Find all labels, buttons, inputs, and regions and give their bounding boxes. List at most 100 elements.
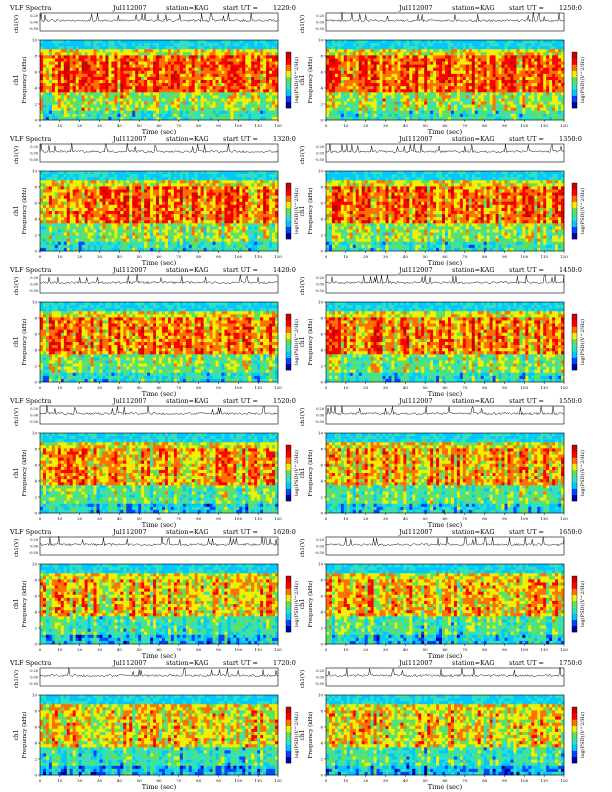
trace-line — [40, 536, 279, 547]
time-tick-label: 10 — [57, 778, 63, 783]
freq-tick-label: 2 — [34, 626, 37, 631]
time-axis-label: Time (sec) — [142, 521, 177, 529]
time-tick-label: 50 — [137, 123, 143, 128]
panel-start-label: start UT = — [223, 397, 258, 405]
trace-frame — [39, 274, 279, 294]
freq-tick-label: 4 — [34, 610, 37, 615]
time-tick-label: 10 — [343, 516, 349, 521]
time-tick-label: 90 — [502, 778, 508, 783]
colorbar-label: log(PSD)(V^2/Hz) — [293, 450, 300, 496]
trace-frame — [325, 667, 565, 687]
trace-axis-label: ch1(V) — [13, 277, 20, 295]
time-axis-label: Time (sec) — [428, 783, 463, 791]
trace-tick-label: 0.00 — [316, 152, 324, 156]
time-tick-label: 70 — [176, 516, 182, 521]
freq-tick-label: 4 — [34, 348, 37, 353]
freq-tick-label: 10 — [318, 169, 324, 174]
spectrogram-panel-5: Jul112007 station=KAG start UT = 1450:0 ch1(… — [299, 266, 586, 398]
freq-tick-label: 4 — [320, 479, 323, 484]
panel-date: Jul112007 — [398, 4, 433, 12]
spec-channel-label: ch1 — [299, 467, 306, 478]
time-tick-label: 30 — [383, 516, 389, 521]
colorbar — [285, 51, 292, 109]
panel-date: Jul112007 — [398, 135, 433, 143]
spec-freq-label: Frequency (kHz) — [307, 450, 314, 497]
panel-date: Jul112007 — [112, 135, 147, 143]
time-tick-label: 0 — [325, 385, 328, 390]
colorbar — [285, 575, 292, 633]
panel-start-label: start UT = — [509, 4, 544, 12]
time-tick-label: 10 — [343, 385, 349, 390]
time-tick-label: 80 — [196, 385, 202, 390]
panel-station: station=KAG — [452, 397, 495, 405]
spec-channel-label: ch1 — [299, 205, 306, 216]
time-tick-label: 40 — [117, 254, 123, 259]
time-tick-label: 60 — [156, 778, 162, 783]
panel-date: Jul112007 — [112, 4, 147, 12]
time-tick-label: 60 — [442, 385, 448, 390]
colorbar-label: log(PSD)(V^2/Hz) — [293, 581, 300, 627]
trace-line — [325, 143, 565, 154]
time-tick-label: 120 — [274, 123, 282, 128]
time-tick-label: 100 — [235, 778, 243, 783]
freq-tick-label: 0 — [320, 249, 323, 254]
freq-tick-label: 2 — [34, 102, 37, 107]
spec-channel-label: ch1 — [299, 729, 306, 740]
time-tick-label: 70 — [462, 254, 468, 259]
freq-tick-label: 2 — [320, 102, 323, 107]
freq-tick-label: 6 — [320, 725, 323, 730]
freq-tick-label: 4 — [320, 348, 323, 353]
freq-tick-label: 2 — [320, 495, 323, 500]
panel-start-ut: 1450:0 — [559, 266, 582, 274]
trace-tick-label: 0.20 — [316, 407, 324, 411]
panel-title: VLF Spectra — [9, 397, 51, 405]
time-tick-label: 50 — [137, 778, 143, 783]
time-tick-label: 100 — [521, 254, 529, 259]
time-tick-label: 120 — [560, 516, 568, 521]
time-tick-label: 110 — [540, 778, 548, 783]
time-tick-label: 90 — [216, 123, 222, 128]
trace-frame — [39, 12, 279, 32]
spectrogram-panel-8: VLF Spectra Jul112007 station=KAG start UT … — [9, 528, 300, 660]
time-tick-label: 30 — [97, 516, 103, 521]
time-tick-label: 110 — [254, 647, 262, 652]
colorbar — [571, 313, 578, 371]
time-tick-label: 50 — [423, 778, 429, 783]
time-tick-label: 10 — [57, 516, 63, 521]
time-tick-label: 120 — [274, 516, 282, 521]
time-tick-label: 0 — [325, 647, 328, 652]
time-tick-label: 60 — [442, 123, 448, 128]
spectrogram-panel-0: VLF Spectra Jul112007 station=KAG start UT … — [9, 4, 300, 136]
time-tick-label: 60 — [156, 254, 162, 259]
freq-tick-label: 6 — [320, 332, 323, 337]
time-tick-label: 110 — [540, 123, 548, 128]
trace-frame — [39, 536, 279, 556]
spectrogram-panel-1: Jul112007 station=KAG start UT = 1250:0 ch1(… — [299, 4, 586, 136]
time-tick-label: 0 — [39, 778, 42, 783]
trace-tick-label: 0.20 — [30, 14, 38, 18]
freq-tick-label: 2 — [320, 757, 323, 762]
time-axis-label: Time (sec) — [142, 259, 177, 267]
freq-tick-label: 4 — [320, 217, 323, 222]
time-tick-label: 80 — [482, 647, 488, 652]
time-tick-label: 30 — [383, 385, 389, 390]
time-tick-label: 80 — [482, 385, 488, 390]
trace-frame — [325, 274, 565, 294]
freq-tick-label: 0 — [34, 118, 37, 123]
spectrogram-panel-6: VLF Spectra Jul112007 station=KAG start UT … — [9, 397, 300, 529]
time-tick-label: 10 — [343, 254, 349, 259]
time-tick-label: 110 — [540, 647, 548, 652]
time-tick-label: 10 — [57, 254, 63, 259]
time-tick-label: 10 — [57, 647, 63, 652]
time-tick-label: 110 — [254, 778, 262, 783]
freq-tick-label: 0 — [34, 511, 37, 516]
spec-channel-label: ch1 — [13, 598, 20, 609]
panel-station: station=KAG — [166, 659, 209, 667]
time-tick-label: 0 — [39, 123, 42, 128]
trace-line — [39, 142, 279, 154]
panel-station: station=KAG — [166, 135, 209, 143]
panel-date: Jul112007 — [112, 659, 147, 667]
spec-freq-label: Frequency (kHz) — [21, 712, 28, 759]
time-tick-label: 80 — [482, 254, 488, 259]
freq-tick-label: 8 — [320, 578, 323, 583]
